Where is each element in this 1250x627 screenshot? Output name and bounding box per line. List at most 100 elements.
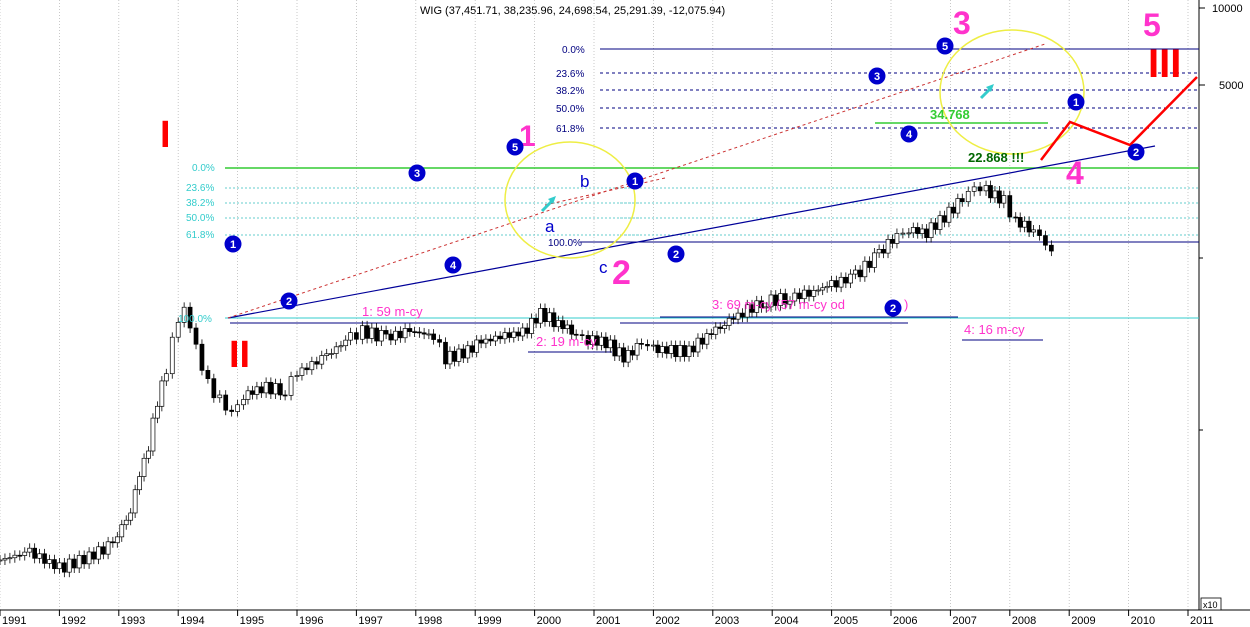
fib-left-lines [225,167,1199,319]
candle-body [478,339,484,344]
candle-body [354,332,359,340]
candle-body [460,348,466,359]
candle-body [744,304,750,318]
candle-body [625,350,631,363]
candle-body [282,394,288,397]
candle-body [668,345,674,354]
candle-body [547,312,552,322]
wave-label: 5 [1143,7,1161,43]
wave-label: 4 [1066,155,1084,191]
svg-text:2: 2 [673,249,679,261]
candle-body [616,347,622,357]
duration-label: 4: 16 m-cy [964,322,1025,337]
candle-body [2,558,8,561]
candle-body [955,198,961,214]
y-tick-label: 10000 [1212,3,1243,15]
wave-badge: 3 [408,164,426,182]
candle-body [906,232,912,235]
fib-label: 61.8% [186,230,214,241]
candle-body [778,293,783,306]
candle-body [759,300,764,309]
candle-body [146,450,151,459]
candle-body [114,536,120,544]
candle-body [348,332,353,341]
fib-label: 38.2% [186,198,214,209]
candle-body [141,457,147,477]
candle-body [96,546,101,560]
candle-body [417,331,422,334]
candle-body [965,190,971,203]
fib-label: 100.0% [178,314,212,325]
wave-label: 2 [612,254,631,292]
candle-body [951,206,956,214]
candle-body [556,320,561,328]
candle-body [181,306,187,323]
fib-label: 61.8% [556,124,584,135]
candle-body [515,331,521,337]
candle-body [700,337,705,345]
candle-body [163,373,169,382]
candle-body [1022,220,1028,228]
candle-body [431,333,436,340]
candle-body [928,222,934,238]
highlight-circle-2007 [939,29,1085,155]
candle-body [992,190,998,199]
candle-body [66,558,72,573]
candle-body [241,399,246,406]
wave-labels: 1 2 3 4 5 [519,5,1161,292]
candle-body [128,512,134,521]
x-tick-label: 2001 [596,615,620,627]
candle-body [193,327,199,345]
candle-body [713,326,719,335]
x-tick-label: 2008 [1012,615,1036,627]
candle-body [187,306,193,329]
candle-body [740,312,745,318]
candle-body [338,345,344,348]
candle-body [447,350,453,365]
duration-label: ) [904,297,908,312]
fib-label: 38.2% [556,86,584,97]
candle-body [17,554,23,557]
candle-body [123,519,129,526]
candle-body [853,269,858,275]
candle-body [304,367,310,371]
candle-body [862,260,868,278]
wave-badge: 2 [1127,143,1145,161]
candle-body [299,367,305,376]
candle-body [32,547,38,559]
candle-body [1049,244,1054,252]
candle-body [735,312,741,320]
candle-body [1013,216,1019,219]
duration-label: 3: 69 m-cy (57 m-cy od [712,297,845,312]
candle-body [988,185,993,199]
candle-body [787,300,793,305]
svg-text:3: 3 [414,168,420,180]
candle-body [383,330,389,335]
candle-body [47,559,52,564]
candle-body [374,327,379,342]
candle-body [452,350,457,362]
forecast-path [1040,76,1198,161]
price-candles [0,180,1054,578]
candle-body [229,409,235,412]
chart-title: WIG (37,451.71, 38,235.96, 24,698.54, 25… [420,5,725,17]
candle-body [324,353,330,356]
candle-body [511,331,517,338]
x-tick-label: 2003 [715,615,739,627]
candle-body [695,337,701,353]
grid-lines [0,0,1189,610]
candle-body [910,227,916,234]
candle-body [412,331,417,333]
x-tick-label: 2011 [1190,615,1214,627]
candle-body [76,555,82,569]
candle-body [915,227,921,234]
candle-body [263,381,269,394]
candle-body [393,330,398,341]
roman-wave-label: I [160,114,171,156]
wave-badge: 4 [444,256,462,274]
candle-body [1026,220,1032,233]
candle-body [983,185,989,192]
candle-body [81,555,87,565]
svg-text:1: 1 [632,176,638,188]
